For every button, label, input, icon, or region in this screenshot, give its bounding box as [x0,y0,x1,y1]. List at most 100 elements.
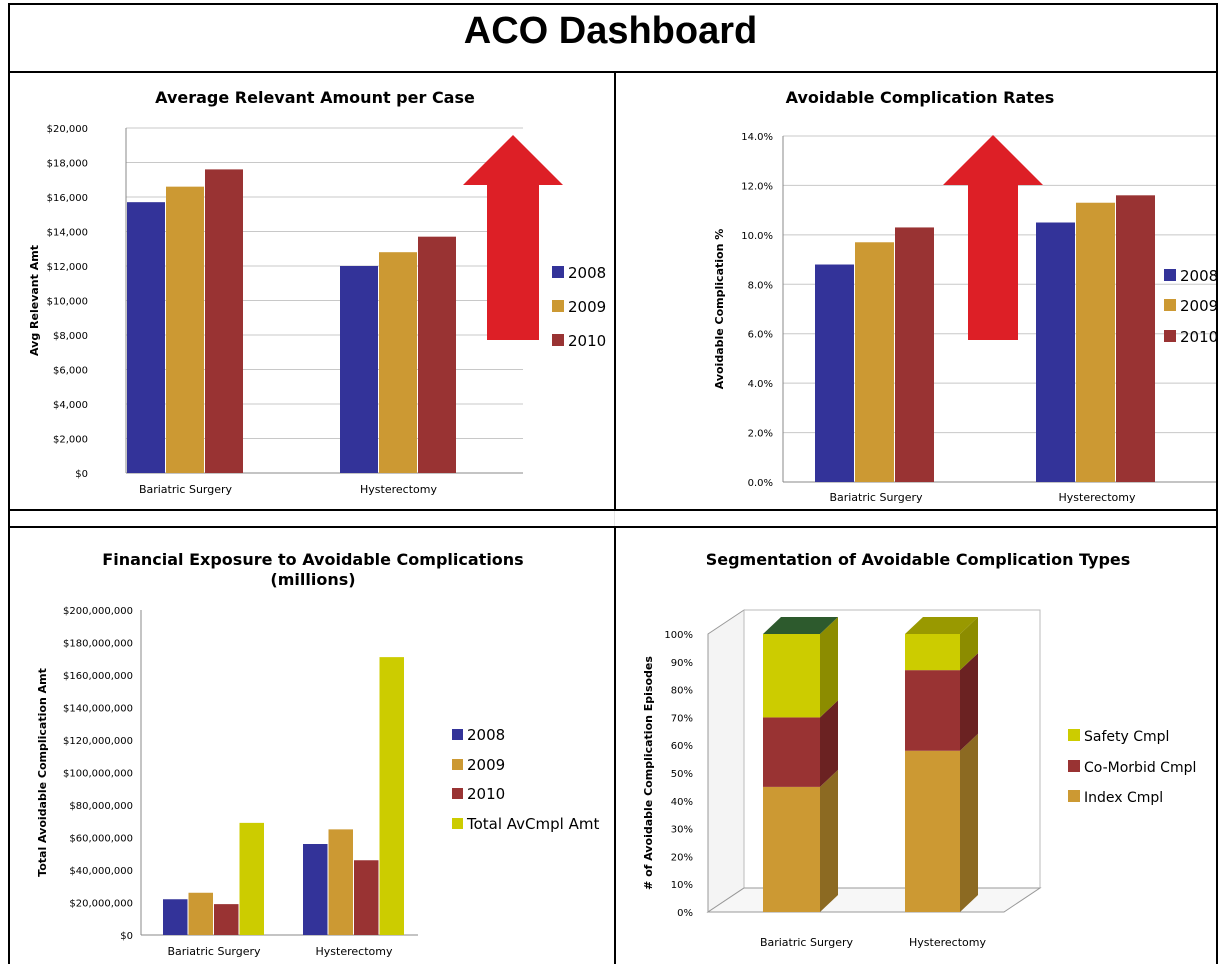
x-category-label: Hysterectomy [909,936,986,949]
y-tick-label: 2.0% [748,429,773,440]
bar-2008 [127,202,165,474]
y-tick-label: $140,000,000 [63,704,133,715]
bar-index-cmpl [905,750,960,912]
legend-label: 2009 [1180,297,1218,315]
frame-top [8,3,1218,5]
y-tick-label: $6,000 [53,366,88,377]
bar-side-index-cmpl [960,733,978,912]
y-tick-label: $16,000 [47,193,88,204]
legend-swatch [452,759,463,770]
legend-label: Co-Morbid Cmpl [1084,760,1196,776]
y-tick-label: 80% [671,686,693,697]
legend-label: 2008 [1180,267,1218,285]
bar-safety-cmpl [905,634,960,671]
bar-side-index-cmpl [820,769,838,912]
bar-co-morbid-cmpl [763,717,820,787]
bar-2010 [895,227,934,482]
legend-label: 2008 [568,264,606,282]
y-tick-label: $0 [120,931,133,942]
y-tick-label: 40% [671,797,693,808]
dashboard-title: ACO Dashboard [463,10,758,52]
y-tick-label: $160,000,000 [63,671,133,682]
y-tick-label: $10,000 [47,297,88,308]
bar-2009 [328,829,353,935]
y-tick-label: $200,000,000 [63,606,133,617]
bar-side-co-morbid-cmpl [820,700,838,787]
bottom-column-divider [614,526,616,964]
y-tick-label: 20% [671,852,693,863]
y-tick-label: 4.0% [748,379,773,390]
y-tick-label: 10.0% [741,231,773,242]
y-axis-label: # of Avoidable Complication Episodes [642,656,655,890]
bar-2010 [214,904,239,935]
bar-2008 [340,266,378,473]
bar-side-co-morbid-cmpl [960,653,978,751]
y-tick-label: 12.0% [741,181,773,192]
legend-swatch [552,266,564,278]
legend-label: Total AvCmpl Amt [466,815,599,833]
y-tick-label: $14,000 [47,228,88,239]
y-tick-label: $180,000,000 [63,639,133,650]
legend-swatch [552,300,564,312]
legend-swatch [452,729,463,740]
top-column-divider [614,71,616,510]
x-category-label: Bariatric Surgery [139,483,233,496]
legend-label: 2009 [568,298,606,316]
y-tick-label: $120,000,000 [63,736,133,747]
chart-title-segmentation: Segmentation of Avoidable Complication T… [705,550,1131,569]
row-divider [8,509,1218,511]
y-tick-label: 0.0% [748,478,773,489]
y-tick-label: $18,000 [47,159,88,170]
legend-label: 2008 [467,726,505,744]
y-tick-label: $4,000 [53,400,88,411]
x-category-label: Hysterectomy [316,945,393,958]
bar-total-avcmpl-amt [379,657,404,935]
legend-swatch [1164,330,1176,342]
y-axis-label: Avoidable Complication % [713,229,726,390]
chart-title-financial-exposure-line2: (millions) [270,570,356,589]
bar-safety-cmpl [763,634,820,718]
bar-2008 [163,899,188,935]
chart-title-avg-amount: Average Relevant Amount per Case [155,88,475,107]
y-tick-label: $100,000,000 [63,769,133,780]
y-tick-label: $40,000,000 [69,866,133,877]
bar-2009 [855,242,894,482]
y-tick-label: $20,000 [47,124,88,135]
y-tick-label: 100% [664,630,693,641]
chart-title-financial-exposure-line1: Financial Exposure to Avoidable Complica… [102,550,524,569]
y-tick-label: $0 [75,469,88,480]
bottom-row-divider [8,526,1218,528]
x-category-label: Hysterectomy [360,483,437,496]
y-tick-label: 90% [671,658,693,669]
y-tick-label: 10% [671,880,693,891]
frame-right [1216,3,1218,964]
bar-side-safety-cmpl [960,617,978,671]
bar-total-avcmpl-amt [239,822,264,935]
y-tick-label: 70% [671,713,693,724]
bar-2008 [1036,222,1075,482]
bar-2010 [418,236,456,473]
bar-2010 [205,169,243,473]
legend-label: Safety Cmpl [1084,729,1169,745]
y-tick-label: $80,000,000 [69,801,133,812]
y-tick-label: 8.0% [748,280,773,291]
y-tick-label: 50% [671,769,693,780]
y-tick-label: 30% [671,825,693,836]
frame-left [8,3,10,964]
bar-2009 [1076,202,1115,482]
bar-top [905,617,978,634]
legend-label: 2010 [568,332,606,350]
y-tick-label: $20,000,000 [69,899,133,910]
trend-up-arrow [463,135,563,340]
y-tick-label: 14.0% [741,132,773,143]
legend-swatch [452,818,463,829]
bar-2010 [354,860,379,935]
legend-swatch [1068,790,1080,802]
y-tick-label: $2,000 [53,435,88,446]
chart-title-financial-exposure: Financial Exposure to Avoidable Complica… [14,550,612,590]
legend-label: Index Cmpl [1084,790,1163,806]
y-tick-label: $12,000 [47,262,88,273]
spacer-column-divider [614,511,615,526]
x-category-label: Hysterectomy [1059,491,1136,504]
